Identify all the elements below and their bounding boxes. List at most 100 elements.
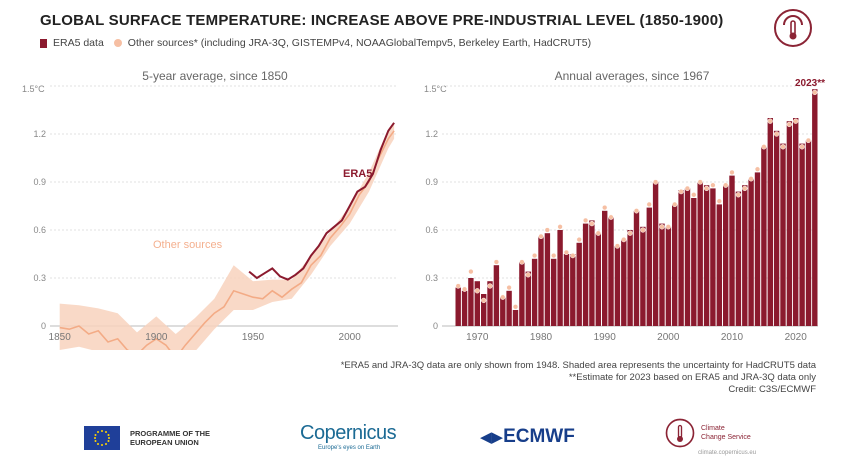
right-x-tick-labels: 1970 1980 1990 2000 2010 2020	[466, 332, 807, 343]
other-sources-point	[614, 243, 621, 249]
era5-bar	[538, 236, 544, 326]
era5-bar	[557, 230, 563, 326]
ecmwf-logo: ◀▶ECMWF	[480, 426, 575, 448]
other-sources-point	[652, 179, 659, 185]
year-2023-annotation: 2023**	[795, 78, 825, 89]
other-sources-point	[570, 252, 576, 259]
eu-text-line-2: EUROPEAN UNION	[130, 438, 199, 447]
other-sources-point	[563, 249, 570, 256]
other-sources-point	[805, 137, 812, 144]
era5-bar	[512, 310, 519, 326]
footer-logos: PROGRAMME OF THE EUROPEAN UNION Copernic…	[0, 412, 860, 460]
right-plot	[455, 89, 818, 326]
other-sources-point	[538, 233, 544, 240]
right-x-tick-label: 1990	[594, 332, 617, 343]
era5-bar	[691, 198, 697, 326]
other-sources-point	[754, 166, 761, 172]
left-chart-title: 5-year average, since 1850	[142, 69, 288, 83]
copernicus-logo: Copernicus Europe's eyes on Earth	[300, 422, 397, 451]
left-x-tick-labels: 1850 1900 1950 2000	[49, 332, 362, 343]
other-sources-point	[500, 294, 506, 300]
right-y-tick-label: 0.9	[425, 177, 438, 187]
other-sources-point	[525, 272, 531, 278]
page-title: GLOBAL SURFACE TEMPERATURE: INCREASE ABO…	[40, 12, 724, 29]
other-sources-point	[703, 185, 710, 192]
era5-bar	[799, 143, 805, 326]
c3s-thermometer-icon	[774, 9, 812, 47]
other-sources-point	[519, 259, 525, 265]
era5-bar	[576, 242, 582, 326]
era5-bar	[665, 226, 672, 326]
other-sources-point	[627, 230, 633, 236]
other-sources-point	[729, 169, 735, 176]
other-sources-point	[812, 89, 818, 96]
other-sources-point	[684, 185, 691, 192]
other-legend-swatch	[113, 39, 122, 47]
other-sources-point	[786, 121, 792, 128]
era5-bar	[710, 188, 716, 326]
era5-bar	[589, 220, 595, 326]
other-sources-point	[589, 220, 595, 227]
left-y-tick-label: 0.6	[33, 225, 46, 235]
left-x-tick-label: 1900	[145, 332, 168, 343]
other-sources-point	[506, 284, 512, 291]
other-sources-point	[710, 182, 716, 188]
other-sources-point	[780, 144, 786, 150]
other-sources-point	[640, 227, 646, 233]
footnote-line-1: *ERA5 and JRA-3Q data are only shown fro…	[340, 360, 816, 371]
era5-bar	[481, 294, 487, 326]
right-y-tick-label: 1.2	[425, 129, 438, 139]
era5-bar	[767, 118, 773, 326]
left-x-tick-label: 1950	[242, 332, 265, 343]
right-x-tick-label: 2020	[785, 332, 808, 343]
charts-area: 5-year average, since 1850 1.5°C 1.2 0.9…	[22, 69, 825, 350]
era5-bar	[563, 254, 570, 326]
other-sources-point	[716, 198, 722, 204]
legend: ERA5 data Other sources* (including JRA-…	[40, 37, 591, 49]
era5-bar	[595, 233, 601, 326]
right-chart-title: Annual averages, since 1967	[555, 69, 710, 83]
other-sources-point	[582, 217, 589, 224]
footnote: *ERA5 and JRA-3Q data are only shown fro…	[341, 360, 816, 396]
era5-bar	[723, 185, 729, 326]
left-x-tick-label: 1850	[49, 332, 72, 343]
era5-bar	[461, 290, 468, 326]
ecmwf-chevron-icon: ◀▶	[480, 429, 504, 446]
other-sources-point	[621, 236, 627, 243]
era5-bar	[493, 265, 500, 326]
other-sources-annotation: Other sources	[153, 239, 223, 251]
eu-programme-logo: PROGRAMME OF THE EUROPEAN UNION	[84, 426, 210, 450]
era5-bar	[716, 204, 722, 326]
legend-era5-label: ERA5 data	[53, 37, 104, 49]
era5-bar	[608, 217, 614, 326]
other-sources-point	[474, 288, 480, 294]
other-sources-point	[544, 227, 550, 233]
era5-bar	[703, 185, 710, 326]
era5-bar	[474, 281, 480, 326]
era5-bar	[729, 175, 735, 326]
other-sources-point	[767, 118, 773, 124]
c3s-url: climate.copernicus.eu	[698, 450, 757, 456]
era5-bar	[525, 271, 531, 326]
left-y-tick-label: 1.2	[33, 129, 46, 139]
era5-bar	[633, 210, 640, 326]
uncertainty-band	[59, 122, 395, 350]
copernicus-tagline: Europe's eyes on Earth	[318, 445, 381, 451]
era5-bar	[519, 262, 525, 326]
left-y-unit-label: 1.5°C	[22, 84, 45, 94]
other-sources-point	[773, 131, 780, 137]
other-sources-point	[672, 201, 678, 208]
c3s-logo: Climate Change Service	[665, 418, 751, 448]
eu-text-line-1: PROGRAMME OF THE	[130, 429, 210, 438]
era5-bar	[748, 178, 754, 326]
era5-bar	[761, 146, 767, 326]
left-y-tick-labels: 1.2 0.9 0.6 0.3 0	[33, 129, 46, 331]
other-sources-point	[748, 176, 754, 182]
other-sources-point	[557, 224, 563, 230]
right-x-tick-label: 2000	[657, 332, 680, 343]
era5-bar	[544, 233, 551, 326]
other-sources-point	[551, 252, 557, 259]
other-sources-point	[665, 224, 671, 230]
era5-bar	[697, 182, 703, 326]
right-y-tick-labels: 1.2 0.9 0.6 0.3 0	[425, 129, 438, 331]
